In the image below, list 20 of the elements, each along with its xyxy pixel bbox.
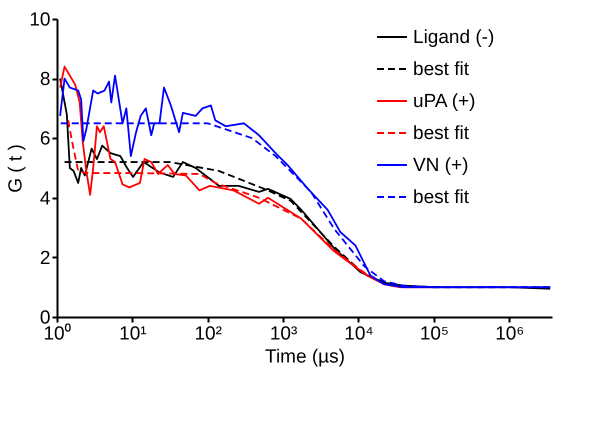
legend-label: best fit (413, 59, 470, 80)
y-tick-label: 8 (40, 69, 50, 90)
legend-label: VN (+) (413, 155, 468, 176)
y-axis-title: G ( t ) (5, 144, 26, 193)
x-tick-label: 10⁶ (495, 324, 524, 344)
x-tick-label: 10⁴ (344, 324, 374, 344)
x-tick-label: 10³ (270, 324, 298, 344)
x-tick-label: 10⁵ (420, 324, 449, 344)
y-tick-label: 10 (29, 10, 50, 30)
y-tick-label: 4 (40, 188, 51, 210)
legend-label: uPA (+) (413, 91, 476, 112)
legend-label: best fit (413, 123, 470, 144)
x-tick-label: 10¹ (119, 324, 147, 344)
y-tick-label: 6 (40, 128, 50, 150)
y-tick-label: 2 (40, 248, 50, 269)
legend-label: best fit (413, 187, 470, 208)
legend-label: Ligand (-) (413, 27, 494, 48)
x-axis-title: Time (µs) (265, 346, 345, 368)
x-tick-label: 10² (194, 324, 222, 344)
x-tick-label: 10⁰ (43, 322, 72, 344)
